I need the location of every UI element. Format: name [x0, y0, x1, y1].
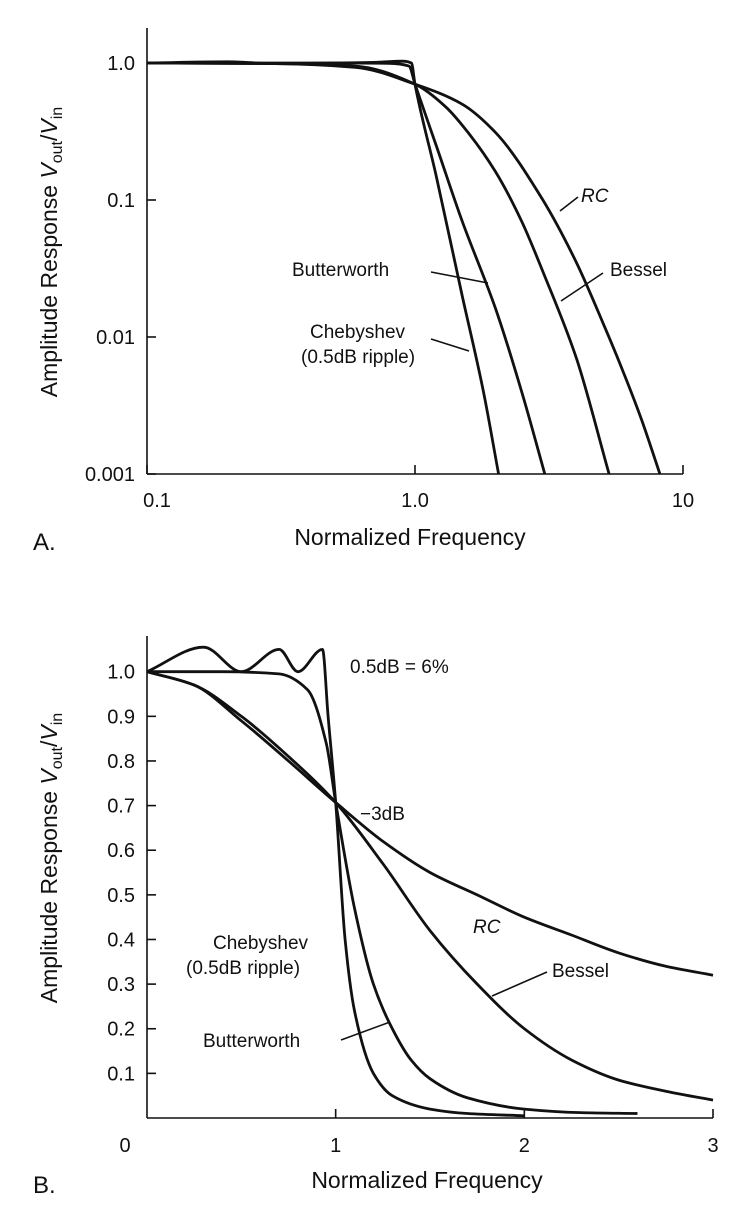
panel-a-x-tick-label: 0.1 [143, 490, 171, 512]
panel-a-rc-curve [146, 61, 662, 475]
panel-a-x-tick-label: 10 [672, 490, 694, 512]
panel-b-x-tick-label: 1 [330, 1135, 341, 1157]
panel-b-x-tick-label: 2 [519, 1135, 530, 1157]
panel-b-x-tick-label: 3 [707, 1135, 718, 1157]
panel-b-butterworth-label: Butterworth [203, 1031, 300, 1052]
panel-b-3db-label: −3dB [360, 804, 405, 825]
panel-a-x-axis-label: Normalized Frequency [294, 524, 526, 550]
panel-b-butterworth-leader [340, 1021, 391, 1041]
panel-b-butterworth-curve [147, 670, 638, 1115]
panel-a-x-tick-label: 1.0 [401, 490, 429, 512]
panel-b-ripple-label: 0.5dB = 6% [350, 657, 449, 678]
panel-a-bessel-label: Bessel [610, 260, 667, 281]
panel-a-label: A. [33, 529, 56, 556]
panel-a-chart: 1.0 0.1 0.01 0.001 0.1 1.0 10 RC Bessel Butte… [33, 28, 694, 556]
panel-b-label: B. [33, 1172, 56, 1199]
panel-a-bessel-leader [560, 272, 604, 302]
panel-b-chebyshev-label-line2: (0.5dB ripple) [186, 958, 300, 979]
panel-a-y-tick-label: 1.0 [107, 53, 135, 75]
panel-b-y-tick-label: 0.9 [107, 706, 135, 728]
panel-b-y-tick-label: 0.4 [107, 929, 135, 951]
panel-b-x-tick-label: 0 [119, 1135, 130, 1157]
panel-a-butterworth-leader [430, 271, 489, 284]
panel-b-chebyshev-0-5db-ripple-curve [146, 645, 525, 1118]
panel-b-bessel-label: Bessel [552, 961, 609, 982]
panel-b-y-tick-label: 1.0 [107, 662, 135, 684]
panel-b-y-tick-label: 0.7 [107, 796, 135, 818]
panel-b-y-tick-label: 0.1 [107, 1063, 135, 1085]
panel-a-y-tick-label: 0.1 [107, 190, 135, 212]
panel-a-chebyshev-label-line2: (0.5dB ripple) [301, 347, 415, 368]
panel-a-chebyshev-0-5db-ripple-curve [146, 59, 500, 475]
panel-b-y-tick-label: 0.2 [107, 1019, 135, 1041]
panel-a-rc-label: RC [581, 186, 609, 207]
panel-a-chebyshev-label-line1: Chebyshev [310, 322, 406, 343]
panel-b-x-axis-label: Normalized Frequency [311, 1167, 543, 1193]
panel-a-chebyshev-leader [430, 338, 470, 352]
panel-a-y-tick-label: 0.001 [85, 464, 135, 486]
panel-a-y-tick-label: 0.01 [96, 327, 135, 349]
panel-b-bessel-leader [491, 971, 548, 997]
panel-b-bessel-curve [146, 670, 714, 1102]
panel-b-y-axis-label: Amplitude Response Vout/Vin [36, 713, 66, 1003]
panel-b-y-tick-label: 0.6 [107, 840, 135, 862]
panel-b-y-tick-label: 0.8 [107, 751, 135, 773]
panel-b-chebyshev-label-line1: Chebyshev [213, 933, 309, 954]
panel-b-rc-label: RC [473, 917, 501, 938]
panel-b-y-tick-label: 0.3 [107, 974, 135, 996]
panel-a-rc-leader [559, 196, 579, 212]
panel-b-chart: 1.0 0.9 0.8 0.7 0.6 0.5 0.4 0.3 0.2 0.1 0 1 2 3 0.5d… [33, 636, 719, 1199]
panel-a-y-axis-label: Amplitude Response Vout/Vin [36, 107, 66, 397]
panel-b-y-tick-label: 0.5 [107, 885, 135, 907]
panel-a-butterworth-label: Butterworth [292, 260, 389, 281]
panel-b-rc-curve [146, 670, 714, 977]
